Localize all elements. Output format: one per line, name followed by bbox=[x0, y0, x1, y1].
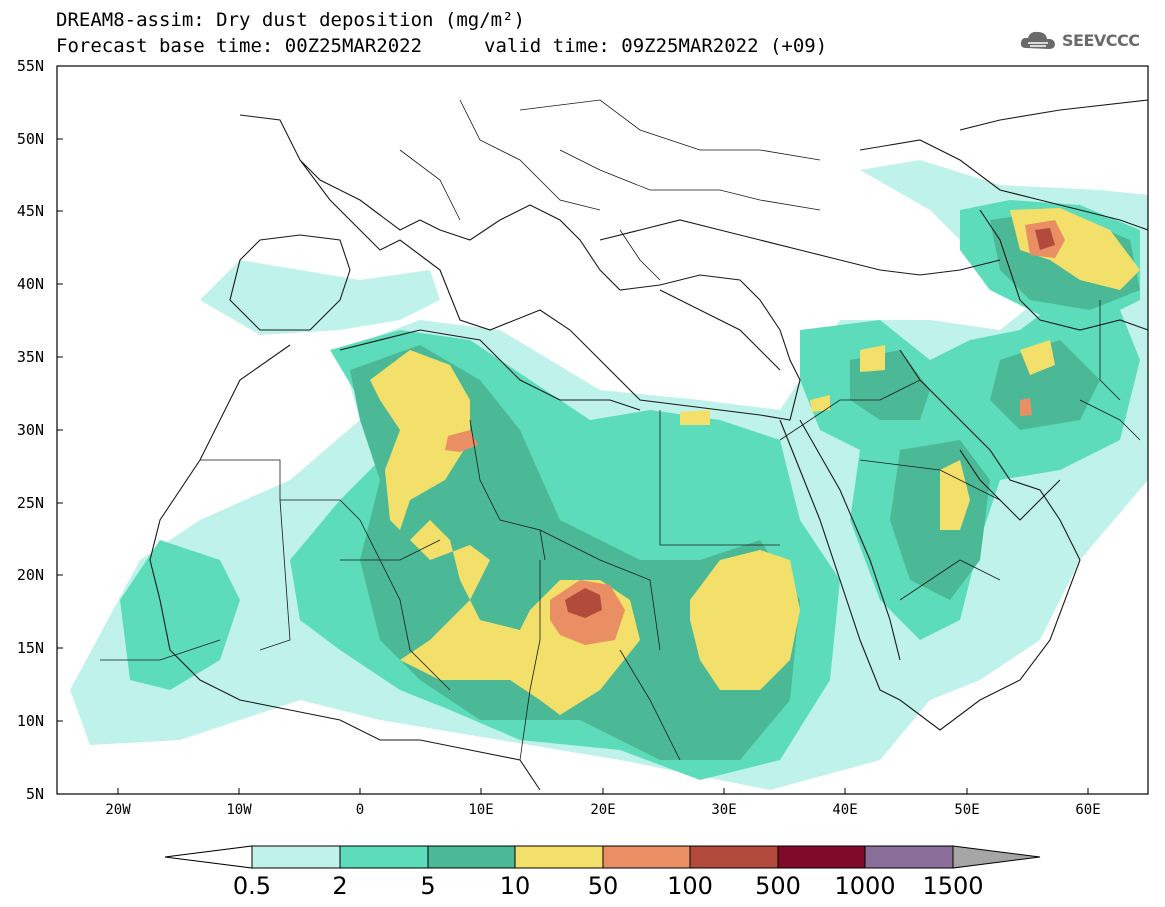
colorbar-label: 10 bbox=[499, 872, 531, 900]
colorbar-over-arrow bbox=[952, 845, 1041, 869]
logo-text: SEEVCCC bbox=[1062, 30, 1140, 50]
dust-field-darkred bbox=[565, 228, 1055, 618]
lat-label: 10N bbox=[16, 712, 44, 730]
valid-time: valid time: 09Z25MAR2022 (+09) bbox=[484, 35, 828, 57]
lat-label: 35N bbox=[16, 348, 44, 366]
lon-label: 10E bbox=[468, 802, 494, 818]
colorbar-label: 50 bbox=[587, 872, 619, 900]
lat-label: 40N bbox=[16, 275, 44, 293]
lon-label: 50E bbox=[954, 802, 980, 818]
colorbar-label: 1000 bbox=[834, 872, 896, 900]
lat-label: 45N bbox=[16, 202, 44, 220]
lat-label: 25N bbox=[16, 494, 44, 512]
lat-label: 55N bbox=[16, 57, 44, 75]
colorbar-label: 2 bbox=[332, 872, 348, 900]
colorbar-label: 1500 bbox=[922, 872, 984, 900]
colorbar-bin bbox=[339, 845, 429, 869]
lon-label: 30E bbox=[711, 802, 737, 818]
lon-label: 0 bbox=[355, 802, 365, 818]
colorbar-label: 5 bbox=[420, 872, 436, 900]
cloud-icon bbox=[1020, 31, 1055, 49]
coastlines bbox=[149, 99, 1148, 791]
colorbar-label: 100 bbox=[667, 872, 713, 900]
colorbar-bin bbox=[864, 845, 954, 869]
colorbar-bin bbox=[689, 845, 779, 869]
lat-label: 15N bbox=[16, 639, 44, 657]
colorbar-under-arrow bbox=[164, 845, 253, 869]
colorbar-bin bbox=[602, 845, 691, 869]
lon-label: 20W bbox=[105, 802, 131, 818]
colorbar bbox=[164, 845, 1041, 869]
seevccc-logo: SEEVCCC bbox=[1018, 28, 1140, 52]
colorbar-bin bbox=[251, 845, 341, 869]
forecast-base-time: Forecast base time: 00Z25MAR2022 bbox=[56, 35, 423, 57]
axis-ticks bbox=[57, 65, 1089, 794]
map-title: DREAM8-assim: Dry dust deposition (mg/m²… bbox=[56, 9, 525, 31]
colorbar-label: 500 bbox=[755, 872, 801, 900]
colorbar-bin bbox=[514, 845, 604, 869]
lon-label: 20E bbox=[590, 802, 616, 818]
lon-label: 40E bbox=[832, 802, 858, 818]
lat-label: 20N bbox=[16, 566, 44, 584]
lat-label: 5N bbox=[25, 785, 44, 803]
lon-label: 10W bbox=[226, 802, 252, 818]
colorbar-label: 0.5 bbox=[232, 872, 272, 900]
colorbar-bin bbox=[777, 845, 866, 869]
lat-label: 50N bbox=[16, 130, 44, 148]
colorbar-bin bbox=[427, 845, 516, 869]
lon-label: 60E bbox=[1075, 802, 1101, 818]
country-borders bbox=[100, 99, 1141, 761]
lat-label: 30N bbox=[16, 421, 44, 439]
